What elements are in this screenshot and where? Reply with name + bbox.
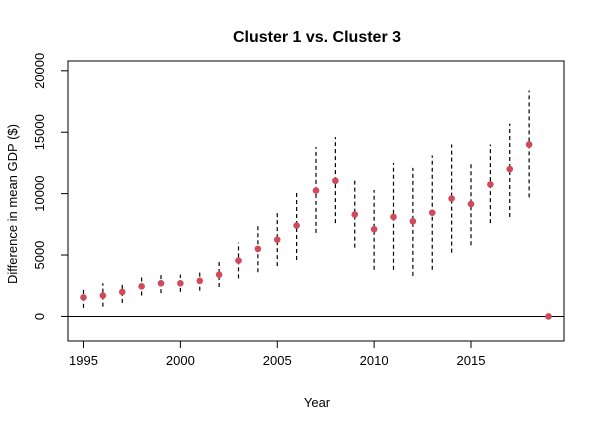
data-point — [428, 209, 436, 216]
data-point — [312, 187, 320, 194]
data-point — [370, 225, 378, 233]
data-point — [215, 271, 223, 278]
data-point — [196, 277, 204, 285]
y-tick-label: 10000 — [32, 176, 47, 212]
data-point — [254, 245, 262, 253]
x-tick-label: 2005 — [263, 353, 292, 368]
chart-title: Cluster 1 vs. Cluster 3 — [233, 29, 401, 46]
data-point — [506, 165, 514, 173]
data-point — [80, 294, 87, 301]
interval-layer — [82, 90, 530, 308]
y-tick-label: 20000 — [32, 53, 47, 89]
data-point — [409, 217, 417, 225]
x-tick-label: 1995 — [69, 353, 98, 368]
x-tick-label: 2000 — [166, 353, 195, 368]
data-point — [118, 288, 126, 296]
data-point — [157, 279, 165, 287]
y-tick-label: 0 — [32, 313, 47, 320]
data-point — [332, 177, 339, 185]
data-point — [390, 213, 397, 221]
data-point — [138, 283, 145, 290]
data-point — [545, 313, 552, 320]
y-tick-label: 15000 — [32, 114, 47, 150]
data-point — [177, 279, 184, 287]
x-axis: 1995 2000 2005 2010 2015 — [69, 340, 486, 368]
data-point — [525, 141, 533, 148]
x-axis-label: Year — [304, 395, 331, 410]
data-point — [273, 236, 281, 243]
data-point — [235, 257, 242, 264]
data-point — [293, 222, 300, 229]
x-tick-label: 2010 — [360, 353, 389, 368]
data-point — [99, 292, 107, 299]
point-layer — [80, 141, 552, 320]
data-point — [351, 211, 359, 218]
y-axis: 0 5000 10000 15000 20000 — [32, 53, 69, 320]
y-axis-label: Difference in mean GDP ($) — [5, 124, 20, 284]
data-point — [487, 181, 494, 188]
data-point — [467, 200, 475, 208]
y-tick-label: 5000 — [32, 241, 47, 270]
x-tick-label: 2015 — [457, 353, 486, 368]
data-point — [448, 195, 455, 202]
